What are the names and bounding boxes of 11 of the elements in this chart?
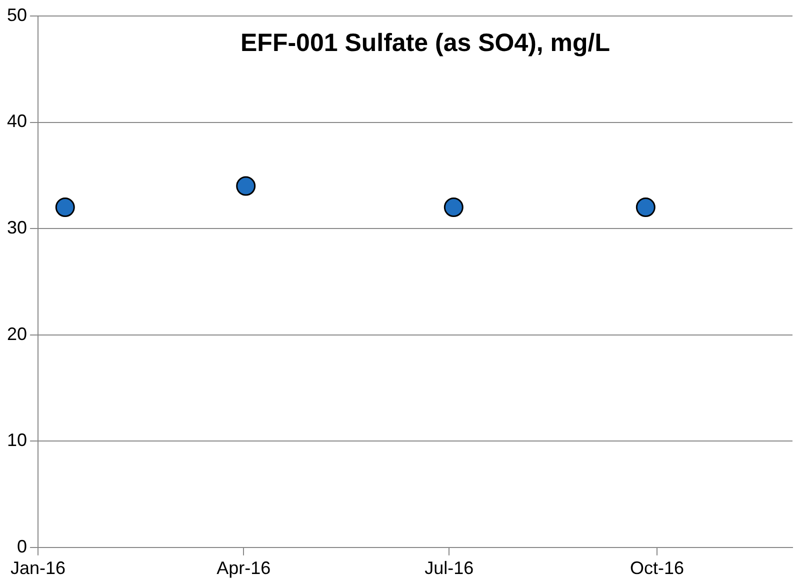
y-tick-label: 30	[6, 218, 28, 238]
y-tick-label: 40	[6, 111, 28, 132]
x-tick-label: Apr-16	[216, 558, 271, 578]
y-tick-label: 50	[6, 4, 28, 25]
x-tick-label: Oct-16	[630, 558, 684, 578]
x-tick-label: Jan-16	[10, 558, 66, 578]
text: EFF-001 Sulfate (as SO4), mg/L	[240, 28, 610, 57]
y-tick-label: 0	[17, 536, 28, 556]
y-tick-label: 10	[6, 430, 28, 450]
y-tick-label: 20	[6, 324, 28, 344]
x-tick-label: Jul-16	[424, 558, 474, 578]
